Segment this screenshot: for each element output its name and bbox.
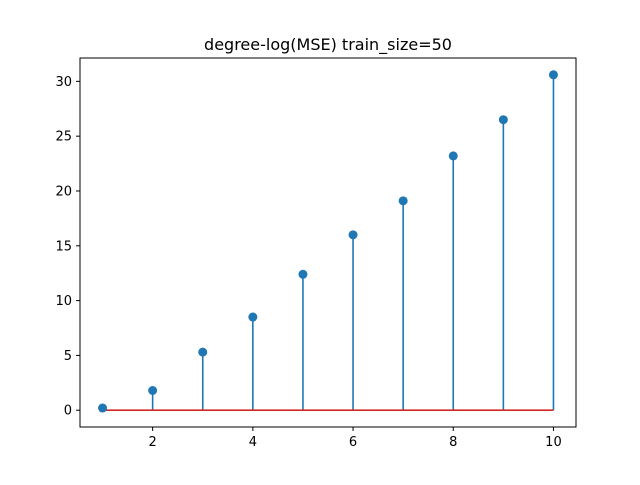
x-tick-label: 10	[545, 435, 562, 450]
y-tick-label: 5	[64, 349, 72, 364]
x-tick-label: 6	[349, 435, 357, 450]
x-tick-label: 2	[149, 435, 157, 450]
y-tick-label: 10	[55, 294, 72, 309]
y-tick-label: 20	[55, 184, 72, 199]
x-tick-label: 4	[249, 435, 257, 450]
stem-marker	[348, 230, 358, 240]
axes-frame	[79, 57, 577, 428]
y-tick-label: 30	[55, 75, 72, 90]
x-tick-label: 8	[449, 435, 457, 450]
stem-marker	[98, 403, 108, 413]
stem-marker	[148, 385, 158, 395]
stem-marker	[248, 312, 258, 322]
stem-marker	[298, 269, 308, 279]
y-tick-label: 15	[55, 239, 72, 254]
stem-marker	[548, 70, 558, 80]
stem-marker	[448, 151, 458, 161]
plot-area: 2 4 6 8 10 0 5 10 15 20 25 30	[55, 57, 577, 450]
stem-marker	[198, 347, 208, 357]
y-tick-label: 0	[64, 404, 72, 419]
stem-marker	[398, 196, 408, 206]
y-tick-label: 25	[55, 130, 72, 145]
stem-marker	[498, 115, 508, 125]
chart-title: degree-log(MSE) train_size=50	[204, 35, 452, 55]
